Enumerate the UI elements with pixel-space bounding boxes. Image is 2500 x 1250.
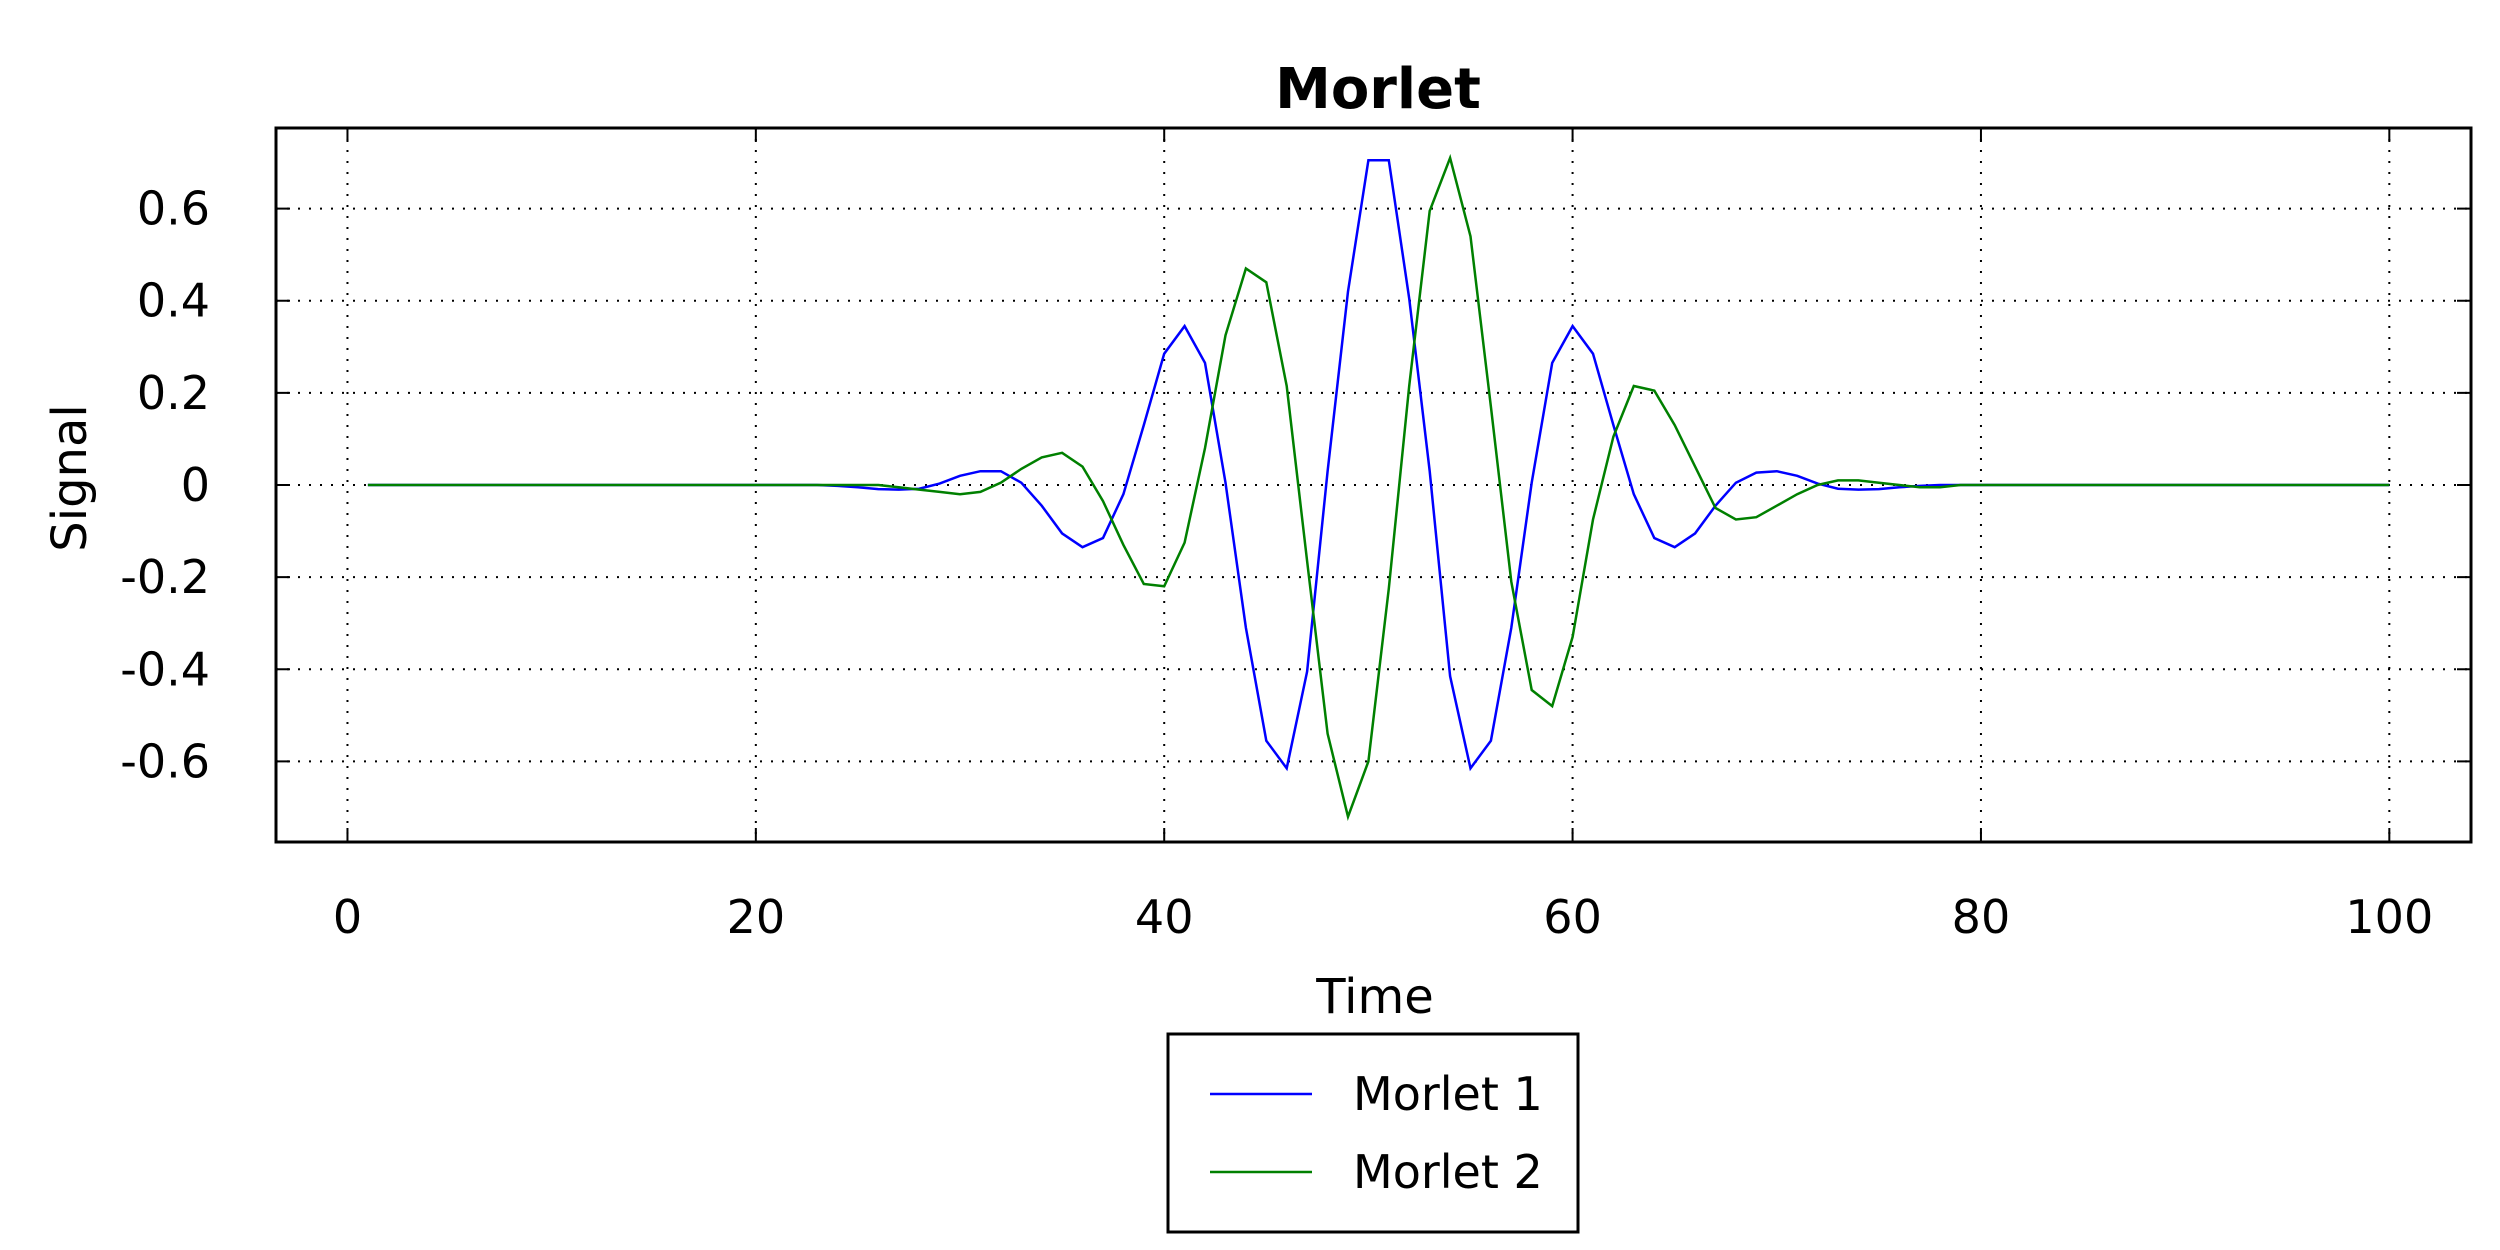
tick-marks [276, 128, 2471, 842]
y-tick-label: 0.6 [137, 182, 210, 236]
gridlines [276, 128, 2471, 842]
series-line-morlet-2 [367, 153, 2390, 821]
y-tick-label: 0.2 [137, 366, 210, 420]
plot-frame [274, 126, 2473, 844]
x-tick-label: 0 [333, 890, 362, 944]
chart-title: Morlet [1275, 57, 1481, 122]
y-tick-labels: 0.6 0.4 0.2 0 -0.2 -0.4 -0.6 [120, 182, 210, 789]
y-tick-label: -0.6 [120, 734, 210, 788]
y-axis-label: Signal [42, 404, 98, 551]
y-tick-label: 0 [181, 458, 210, 512]
y-tick-label: -0.2 [120, 550, 210, 604]
series-lines [367, 153, 2390, 821]
x-tick-label: 20 [727, 890, 786, 944]
y-tick-label: -0.4 [120, 642, 210, 696]
legend: Morlet 1 Morlet 2 [1166, 1032, 1580, 1234]
x-tick-label: 80 [1952, 890, 2011, 944]
x-axis-label: Time [1315, 969, 1433, 1025]
x-tick-label: 100 [2345, 890, 2433, 944]
x-tick-label: 60 [1543, 890, 1602, 944]
y-tick-label: 0.4 [137, 274, 210, 328]
x-tick-labels: 0 20 40 60 80 100 [333, 890, 2433, 944]
legend-box [1166, 1032, 1580, 1234]
legend-label-morlet-2: Morlet 2 [1353, 1145, 1543, 1199]
x-tick-label: 40 [1135, 890, 1194, 944]
legend-label-morlet-1: Morlet 1 [1353, 1067, 1543, 1121]
